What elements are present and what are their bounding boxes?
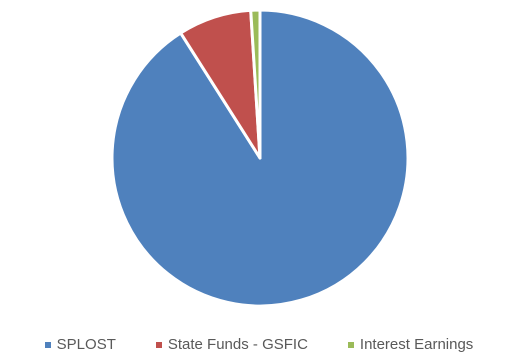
legend-label-splost: SPLOST: [56, 336, 116, 353]
pie-slice-interest-earnings: [249, 8, 262, 160]
legend-item-interest-earnings: Interest Earnings: [347, 336, 474, 353]
pie-plot: [110, 8, 410, 308]
legend-item-state-funds: State Funds - GSFIC: [155, 336, 308, 353]
chart-legend: SPLOST State Funds - GSFIC Interest Earn…: [0, 336, 518, 353]
legend-item-splost: SPLOST: [44, 336, 116, 353]
legend-swatch-interest-earnings: [347, 341, 354, 348]
legend-label-interest-earnings: Interest Earnings: [359, 336, 474, 353]
legend-swatch-splost: [44, 341, 51, 348]
legend-label-state-funds: State Funds - GSFIC: [167, 336, 308, 353]
legend-swatch-state-funds: [155, 341, 162, 348]
pie-slices: [110, 8, 410, 308]
